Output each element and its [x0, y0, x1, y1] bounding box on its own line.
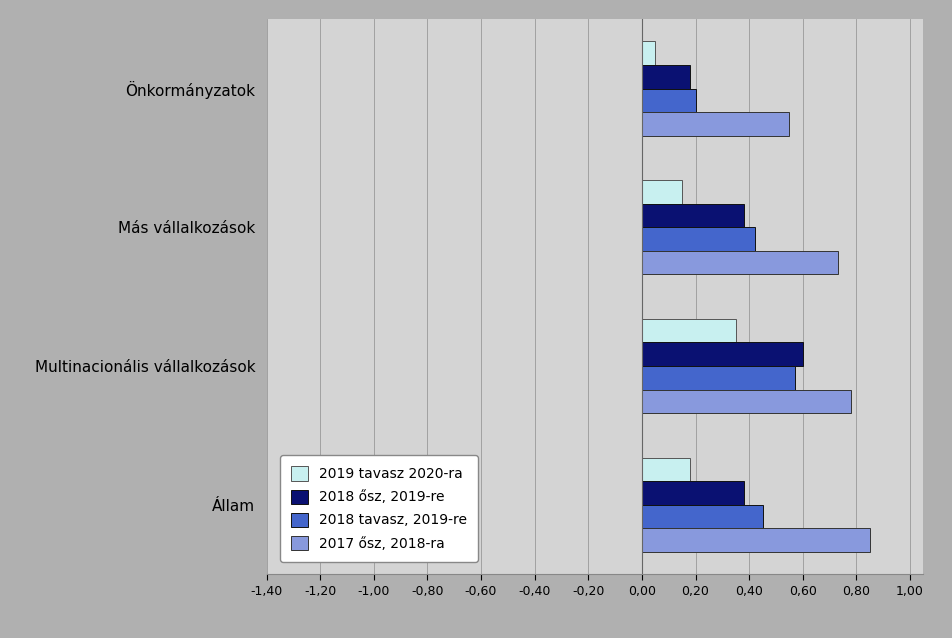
Bar — [642, 457, 690, 481]
Bar — [642, 180, 683, 204]
Bar — [642, 481, 744, 505]
Bar — [642, 251, 838, 274]
Bar — [642, 204, 744, 227]
Bar — [642, 112, 789, 136]
Bar — [642, 528, 870, 552]
Bar — [642, 89, 696, 112]
Bar — [642, 319, 736, 343]
Bar — [642, 227, 755, 251]
Legend: 2019 tavasz 2020-ra, 2018 ősz, 2019-re, 2018 tavasz, 2019-re, 2017 ősz, 2018-ra: 2019 tavasz 2020-ra, 2018 ősz, 2019-re, … — [280, 456, 478, 561]
Bar — [642, 505, 763, 528]
Bar — [642, 343, 803, 366]
Bar — [642, 366, 795, 390]
Bar — [642, 65, 690, 89]
Bar — [642, 41, 655, 65]
Bar — [642, 390, 851, 413]
